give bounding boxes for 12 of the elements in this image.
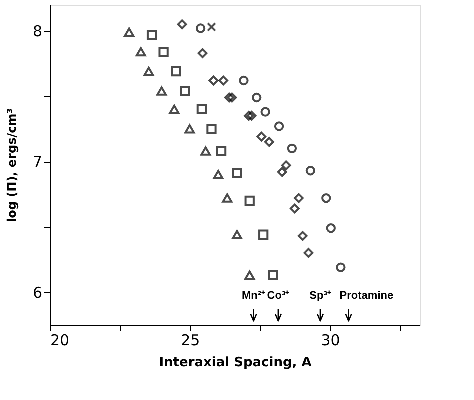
y-axis-title: log (Π), ergs/cm³ (4, 108, 19, 222)
y-tick-label: 8 (32, 22, 42, 41)
y-tick-label: 6 (32, 284, 42, 302)
x-tick-label: 20 (50, 332, 70, 350)
ref-line-label: Co³⁺ (267, 290, 290, 302)
x-tick-label: 30 (321, 332, 340, 350)
ref-line-label: Sp³⁺ (310, 290, 332, 302)
x-axis-title: Interaxial Spacing, A (159, 356, 312, 370)
y-tick-label: 7 (32, 153, 42, 172)
ref-line-label: Mn²⁺ (242, 290, 266, 302)
x-tick-label: 25 (181, 332, 200, 350)
ref-line-label: Protamine (340, 290, 394, 302)
